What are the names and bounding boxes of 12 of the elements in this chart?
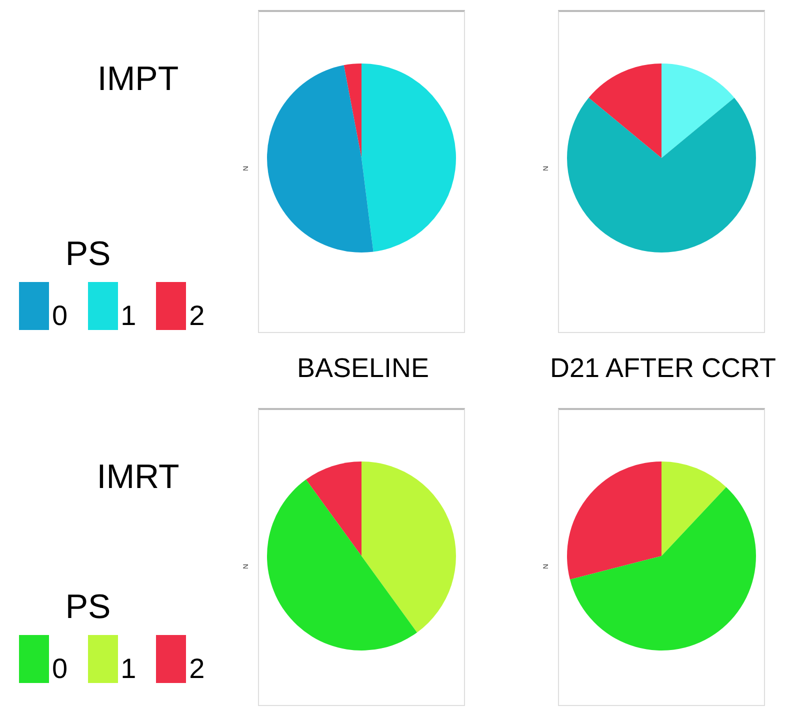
text: BASELINE — [296, 353, 430, 384]
text: D21 AFTER CCRT — [548, 353, 778, 384]
text: IMPT — [96, 60, 180, 99]
legend-title: PS — [64, 588, 112, 627]
legend-label: 1 — [120, 300, 136, 331]
legend-label: 1 — [120, 653, 136, 684]
legend-label: 2 — [189, 653, 205, 684]
legend-label: 2 — [189, 300, 205, 331]
legend-title: PS — [64, 235, 112, 274]
text: IMRT — [96, 458, 180, 497]
legend-label: 0 — [52, 300, 68, 331]
legend-label: 0 — [52, 653, 68, 684]
